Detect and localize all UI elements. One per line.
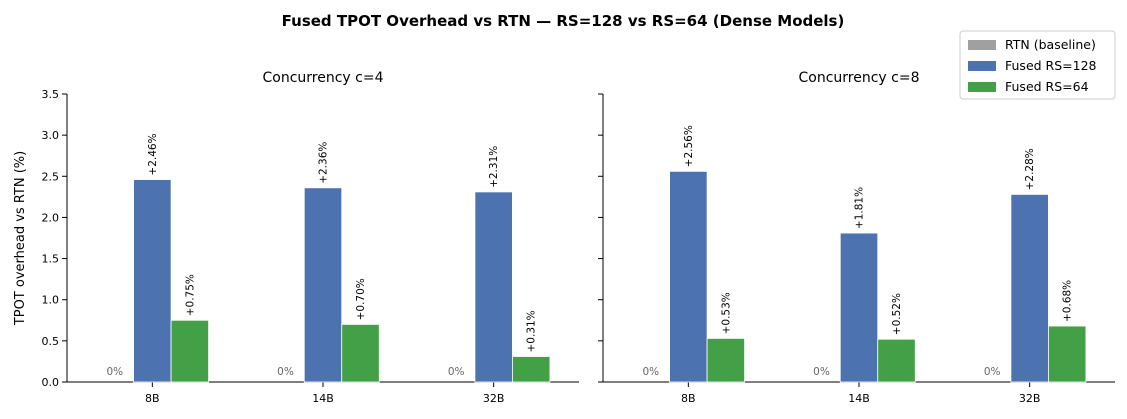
y-tick-label: 2.0 — [42, 211, 60, 224]
legend-box — [959, 30, 1116, 100]
data-label: +0.31% — [526, 310, 538, 352]
bar-fused-rs-64-32b — [1048, 325, 1087, 383]
y-tick-label: 1.5 — [42, 253, 60, 266]
bar-fused-rs-128-8b — [133, 179, 172, 383]
x-tick-label: 32B — [483, 392, 505, 405]
bar-fused-rs-64-14b — [341, 323, 380, 383]
bar-fused-rs-128-14b — [303, 187, 343, 383]
bar-fused-rs-128-32b — [474, 191, 513, 383]
panel-2: Concurrency c=8 8B 0% +2.56% +0.53% 14B 0% +1.8… — [598, 70, 1115, 405]
data-label: +2.31% — [488, 146, 500, 188]
x-tick-label: 8B — [681, 392, 696, 405]
data-label: +0.70% — [355, 278, 367, 320]
data-label: +0.68% — [1062, 280, 1074, 322]
y-axis-label: TPOT overhead vs RTN (%) — [13, 151, 28, 326]
y-tick-label: 3.0 — [42, 129, 60, 142]
legend: RTN (baseline) Fused RS=128 Fused RS=64 — [959, 30, 1116, 100]
legend-swatch — [968, 40, 996, 50]
data-label: 0% — [984, 366, 1001, 378]
data-label: 0% — [448, 366, 465, 378]
bar-fused-rs-64-8b — [170, 319, 209, 383]
x-tick-label: 14B — [848, 392, 870, 405]
chart-title: Fused TPOT Overhead vs RTN — RS=128 vs R… — [282, 12, 845, 30]
bar-fused-rs-64-8b — [706, 337, 745, 383]
data-label: +0.75% — [184, 274, 196, 316]
data-label: +2.28% — [1024, 148, 1036, 190]
data-label: +2.46% — [147, 133, 159, 175]
bar-fused-rs-128-8b — [669, 170, 708, 383]
legend-entry: Fused RS=64 — [1005, 79, 1089, 94]
y-tick-label: 3.5 — [42, 88, 60, 101]
data-label: +2.36% — [318, 142, 330, 184]
x-tick-label: 32B — [1019, 392, 1041, 405]
panel-1: Concurrency c=4 0.0 0.5 1.0 1.5 2.0 2.5 3.0 3.5 8… — [42, 70, 579, 405]
bar-fused-rs-128-14b — [839, 232, 879, 383]
data-label: 0% — [277, 366, 294, 378]
y-tick-label: 1.0 — [42, 294, 60, 307]
data-label: +1.81% — [854, 187, 866, 229]
panel-title: Concurrency c=4 — [263, 70, 384, 86]
data-label: +0.52% — [891, 293, 903, 335]
y-tick-label: 0.0 — [42, 376, 60, 389]
legend-entry: RTN (baseline) — [1005, 37, 1096, 52]
bar-fused-rs-64-32b — [512, 356, 551, 383]
x-tick-label: 14B — [312, 392, 334, 405]
legend-swatch — [968, 61, 996, 71]
data-label: +0.53% — [720, 292, 732, 334]
legend-swatch — [968, 82, 996, 92]
data-label: 0% — [106, 366, 123, 378]
bar-fused-rs-64-14b — [877, 338, 916, 383]
panel-title: Concurrency c=8 — [799, 70, 920, 86]
bar-fused-rs-128-32b — [1010, 193, 1049, 383]
x-tick-label: 8B — [145, 392, 160, 405]
data-label: 0% — [813, 366, 830, 378]
y-tick-label: 2.5 — [42, 170, 60, 183]
y-tick-label: 0.5 — [42, 335, 60, 348]
data-label: 0% — [642, 366, 659, 378]
data-label: +2.56% — [683, 125, 695, 167]
legend-entry: Fused RS=128 — [1005, 58, 1097, 73]
